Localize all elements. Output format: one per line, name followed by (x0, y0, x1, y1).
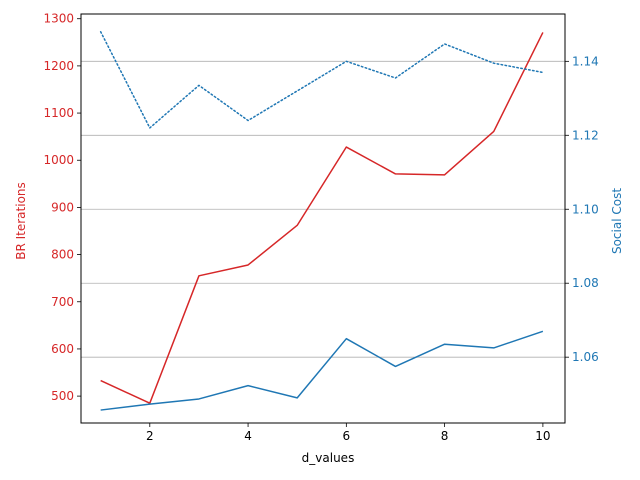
grid-lines (81, 60, 565, 358)
y-left-tick-label: 1100 (43, 106, 74, 120)
y-left-tick-label: 800 (51, 248, 74, 262)
y-left-tick-label: 700 (51, 295, 74, 309)
plot-frame (80, 13, 566, 424)
y-left-tick-label: 600 (51, 342, 74, 356)
y-right-tick-label: 1.06 (572, 350, 599, 364)
x-tick-label: 4 (244, 429, 252, 443)
x-axis: 2 4 6 8 10 (146, 423, 551, 443)
series-line-3 (99, 31, 544, 129)
x-tick-label: 6 (343, 429, 351, 443)
y-right-tick-label: 1.14 (572, 54, 599, 68)
y-right-tick-label: 1.10 (572, 202, 599, 216)
y-left-tick-label: 500 (51, 389, 74, 403)
series-line-1 (100, 32, 544, 404)
x-axis-label: d_values (302, 451, 355, 465)
y-right-tick-label: 1.08 (572, 276, 599, 290)
series-line-2 (100, 330, 544, 411)
y-left-tick-label: 1000 (43, 153, 74, 167)
x-tick-label: 2 (146, 429, 154, 443)
y-left-tick-label: 1200 (43, 59, 74, 73)
y-axis-left-label: BR Iterations (14, 182, 28, 260)
x-tick-label: 8 (441, 429, 449, 443)
y-axis-left: 500 600 700 800 900 1000 1100 1200 1300 (43, 12, 81, 403)
x-tick-label: 10 (535, 429, 550, 443)
series-lines (99, 31, 544, 411)
y-left-tick-label: 900 (51, 200, 74, 214)
y-axis-right-label: Social Cost (610, 188, 624, 254)
y-left-tick-label: 1300 (43, 12, 74, 26)
y-right-tick-label: 1.12 (572, 128, 599, 142)
y-axis-right: 1.06 1.08 1.10 1.12 1.14 (565, 54, 599, 364)
